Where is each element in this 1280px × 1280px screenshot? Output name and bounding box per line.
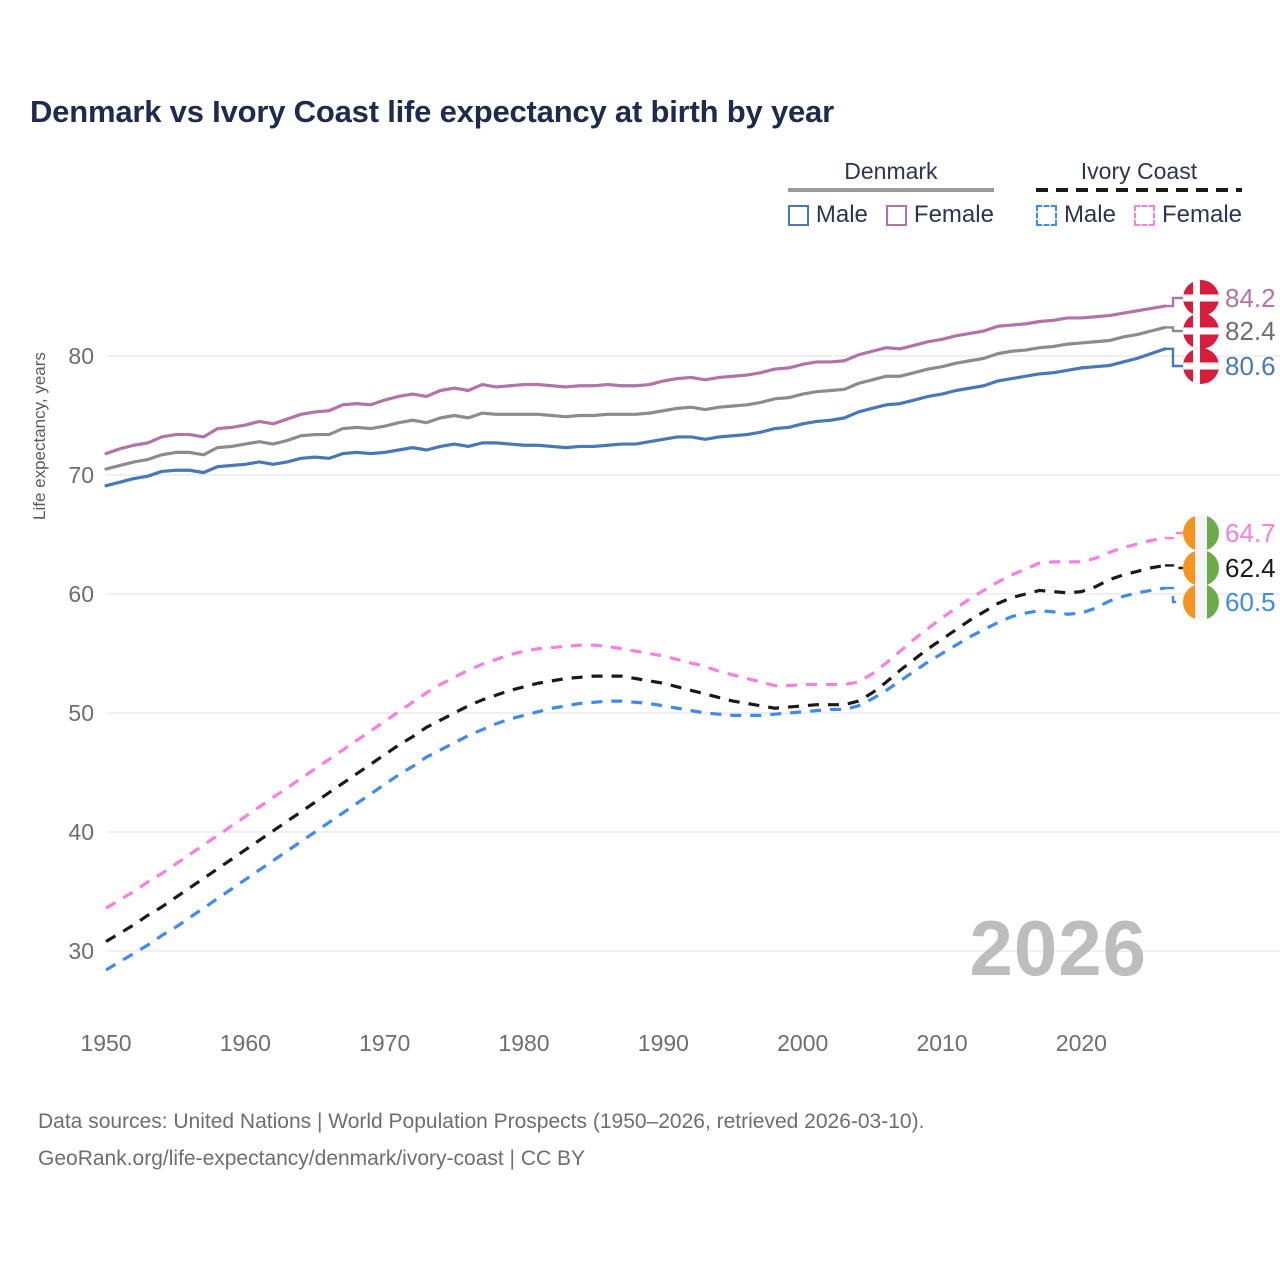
footer-line-1: Data sources: United Nations | World Pop…	[38, 1110, 925, 1133]
series-line	[105, 536, 1166, 910]
legend-item-label: Female	[913, 201, 994, 228]
leader-line	[1165, 296, 1183, 308]
x-axis-ticks: 1950 1960 1970 1980 1990 2000 2010 2020	[0, 1030, 1280, 1064]
x-axis-tick-label: 1970	[359, 1030, 411, 1056]
series-line	[104, 325, 1167, 471]
legend-item-ivory-coast-male[interactable]: Male	[1035, 201, 1116, 229]
legend-group-denmark: Denmark Male Female	[787, 158, 994, 229]
year-watermark: 2026	[969, 904, 1147, 992]
legend-item-denmark-male[interactable]: Male	[787, 201, 868, 229]
leader-line	[1165, 564, 1183, 570]
legend-item-label: Male	[1063, 201, 1116, 228]
y-axis-tick-label: 40	[68, 819, 94, 845]
y-axis-tick-label: 80	[68, 343, 94, 369]
x-axis-tick-label: 2000	[777, 1030, 829, 1056]
legend-group-title: Denmark	[844, 158, 938, 184]
legend-swatch-icon	[1133, 204, 1155, 226]
chart-legend: Denmark Male Female Ivory Coast Male	[787, 158, 1242, 229]
y-axis-tick-label: 60	[68, 581, 94, 607]
legend-item-denmark-female[interactable]: Female	[885, 201, 994, 229]
legend-group-title: Ivory Coast	[1080, 158, 1198, 184]
leader-line	[1165, 347, 1183, 368]
x-axis-tick-label: 1980	[498, 1030, 550, 1056]
series-line	[104, 347, 1167, 488]
legend-item-label: Female	[1161, 201, 1242, 228]
legend-item-label: Male	[815, 201, 868, 228]
legend-rule-solid	[787, 188, 994, 192]
x-axis-tick-label: 1960	[219, 1030, 271, 1056]
y-axis-tick-label: 50	[68, 700, 94, 726]
y-axis-tick-label: 70	[68, 462, 94, 488]
series-line	[105, 563, 1166, 943]
y-axis-tick-label: 30	[68, 938, 94, 964]
footer-line-2: GeoRank.org/life-expectancy/denmark/ivor…	[38, 1146, 586, 1170]
x-axis-tick-label: 2010	[916, 1030, 968, 1056]
legend-swatch-icon	[787, 204, 809, 226]
x-axis-tick-label: 1990	[637, 1030, 689, 1056]
legend-item-ivory-coast-female[interactable]: Female	[1133, 201, 1242, 229]
series-line	[105, 586, 1166, 972]
legend-group-ivory-coast: Ivory Coast Male Female	[1035, 158, 1242, 229]
series-line	[104, 304, 1167, 456]
line-chart: 30 40 50 60 70 80	[0, 250, 1280, 1050]
x-axis-tick-label: 2020	[1055, 1030, 1107, 1056]
legend-swatch-icon	[885, 204, 907, 226]
leader-line	[1165, 586, 1183, 604]
legend-rule-dashed	[1035, 188, 1242, 192]
page-title: Denmark vs Ivory Coast life expectancy a…	[30, 94, 834, 129]
leader-line	[1165, 531, 1183, 540]
leader-line	[1165, 326, 1183, 333]
legend-swatch-icon	[1035, 204, 1057, 226]
footer: Data sources: United Nations | World Pop…	[38, 1104, 924, 1178]
chart-svg: 30 40 50 60 70 80	[68, 296, 1280, 972]
x-axis-tick-label: 1950	[80, 1030, 132, 1056]
